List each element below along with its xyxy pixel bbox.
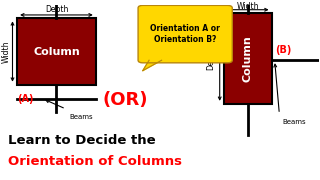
- Text: Orientation A or
Orientation B?: Orientation A or Orientation B?: [150, 24, 220, 44]
- Text: Width: Width: [2, 40, 11, 63]
- Polygon shape: [143, 60, 162, 71]
- Bar: [17, 18, 96, 85]
- Text: Column: Column: [243, 35, 253, 82]
- Text: Depth: Depth: [206, 47, 215, 70]
- Text: Depth: Depth: [45, 5, 68, 14]
- Text: Learn to Decide the: Learn to Decide the: [8, 134, 156, 147]
- Text: (A): (A): [17, 94, 34, 104]
- Text: Width: Width: [237, 2, 259, 11]
- Bar: [224, 13, 271, 104]
- Text: (OR): (OR): [103, 91, 148, 109]
- Text: Column: Column: [33, 46, 80, 57]
- Text: (B): (B): [275, 45, 291, 55]
- Text: Beams: Beams: [283, 119, 306, 125]
- Text: Orientation of Columns: Orientation of Columns: [8, 155, 182, 168]
- Text: Beams: Beams: [69, 114, 92, 120]
- FancyBboxPatch shape: [138, 5, 232, 63]
